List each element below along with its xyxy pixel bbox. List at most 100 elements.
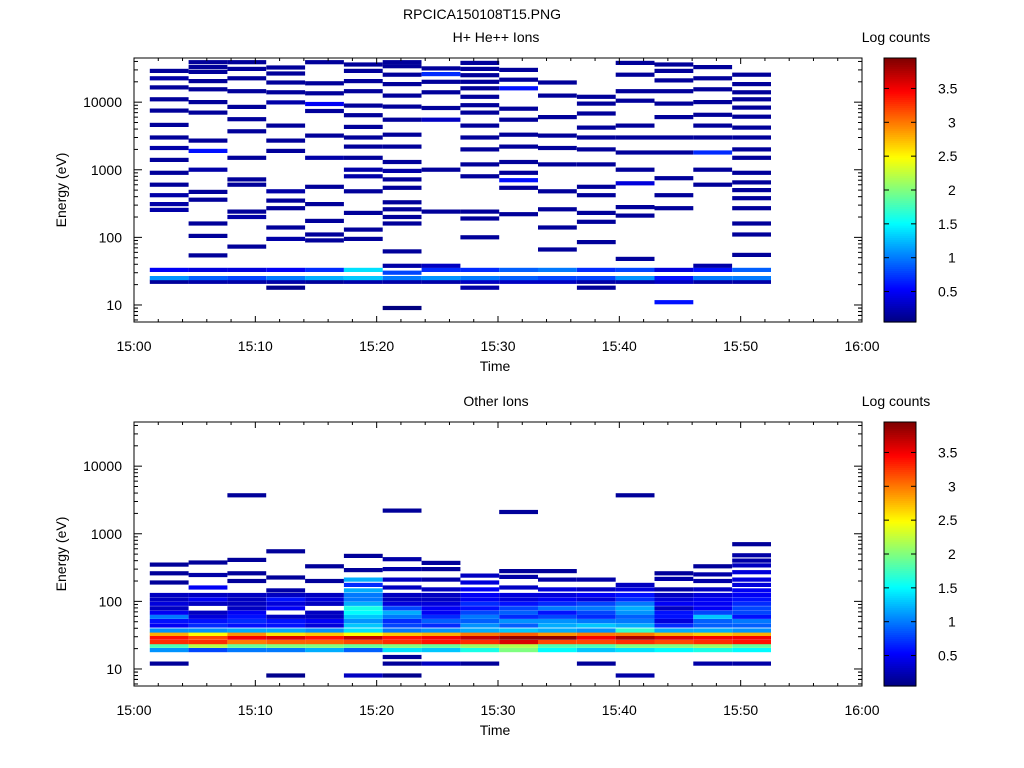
colorbar-step (884, 177, 916, 181)
heatmap-cell (382, 72, 422, 77)
heatmap-cell (305, 276, 344, 281)
heatmap-cell (576, 648, 616, 653)
heatmap-cell (421, 619, 461, 624)
heatmap-cell (615, 89, 655, 94)
heatmap-cell (499, 279, 538, 284)
colorbar-step (884, 568, 916, 572)
heatmap-cell (421, 661, 461, 666)
colorbar-step (884, 471, 916, 475)
colorbar-step (884, 128, 916, 131)
heatmap-cell (615, 60, 655, 65)
heatmap-cell (227, 592, 267, 598)
colorbar-step (884, 615, 916, 619)
heatmap-cell (615, 643, 655, 648)
heatmap-cell (421, 276, 461, 281)
colorbar-step (884, 93, 916, 96)
heatmap-cell (615, 276, 655, 281)
heatmap-cell (382, 168, 422, 173)
heatmap-cell (382, 104, 422, 109)
colorbar-tick-label: 2 (948, 546, 956, 562)
heatmap-cell (266, 623, 306, 628)
heatmap-cell (693, 276, 733, 281)
heatmap-cell (460, 110, 500, 115)
heatmap-cell (382, 643, 422, 648)
heatmap-cell (615, 673, 655, 678)
heatmap-cell (305, 564, 344, 569)
heatmap-cell (499, 144, 538, 149)
colorbar-step (884, 216, 916, 220)
heatmap-cell (227, 601, 267, 606)
colorbar-step (884, 291, 916, 294)
heatmap-cell (382, 60, 422, 65)
heatmap-cell (732, 180, 771, 185)
heatmap-cell (460, 619, 500, 624)
heatmap-cell (654, 576, 694, 581)
heatmap-cell (499, 585, 538, 590)
heatmap-cell (382, 221, 422, 226)
heatmap-cell (693, 267, 733, 272)
heatmap-cell (266, 276, 306, 281)
colorbar-step (884, 683, 916, 687)
heatmap-cell (460, 601, 500, 606)
colorbar-step (884, 653, 916, 656)
heatmap-cell (343, 113, 383, 118)
heatmap-cell (421, 167, 461, 172)
colorbar-tick-label: 3 (948, 114, 956, 130)
heatmap-cell (693, 661, 733, 666)
heatmap-cell (654, 206, 694, 211)
heatmap-cell (382, 623, 422, 628)
colorbar-step (884, 483, 916, 487)
heatmap-cell (227, 209, 267, 214)
colorbar-step (884, 432, 916, 435)
colorbar-step (884, 562, 916, 565)
heatmap-cell (149, 85, 189, 90)
colorbar-step (884, 558, 916, 561)
heatmap-cells (149, 493, 771, 678)
heatmap-cell (188, 585, 228, 590)
heatmap-cell (382, 93, 422, 98)
colorbar-step (884, 591, 916, 594)
heatmap-cell (421, 631, 461, 636)
heatmap-cell (382, 117, 422, 122)
colorbar-step (884, 457, 916, 460)
heatmap-cell (305, 108, 344, 114)
colorbar-step (884, 547, 916, 551)
colorbar-label: Log counts (862, 29, 931, 45)
heatmap-cell (538, 145, 577, 151)
heatmap-cell (654, 597, 694, 602)
colorbar-step (884, 163, 916, 166)
heatmap-cell (693, 643, 733, 648)
colorbar-tick-label: 2.5 (938, 512, 958, 528)
colorbar-step (884, 241, 916, 245)
colorbar-step (884, 603, 916, 607)
heatmap-cell (421, 640, 461, 645)
y-tick-label: 1000 (91, 162, 122, 178)
heatmap-cell (188, 267, 228, 272)
heatmap-cell (615, 606, 655, 611)
heatmap-cell (266, 65, 306, 70)
x-tick-label: 15:30 (480, 338, 515, 354)
heatmap-cell (305, 60, 344, 65)
panel-title: Other Ions (463, 393, 528, 409)
colorbar-step (884, 537, 916, 541)
heatmap-cell (343, 144, 383, 149)
heatmap-cell (149, 202, 189, 207)
heatmap-cell (732, 188, 771, 193)
y-tick-label: 10 (106, 661, 122, 677)
colorbar-step (884, 516, 916, 520)
heatmap-cell (227, 76, 267, 81)
heatmap-cell (421, 209, 461, 214)
colorbar-step (884, 165, 916, 168)
heatmap-cell (343, 227, 383, 232)
heatmap-cell (654, 587, 694, 592)
colorbar-tick-label: 0.5 (938, 284, 958, 300)
heatmap-cell (421, 592, 461, 598)
colorbar-step (884, 111, 916, 115)
colorbar-step (884, 490, 916, 493)
heatmap-cell (188, 65, 228, 70)
heatmap-cell (732, 558, 771, 563)
heatmap-cell (654, 62, 694, 67)
colorbar-step (884, 632, 916, 636)
heatmap-cell (188, 138, 228, 143)
heatmap-cell (343, 635, 383, 640)
